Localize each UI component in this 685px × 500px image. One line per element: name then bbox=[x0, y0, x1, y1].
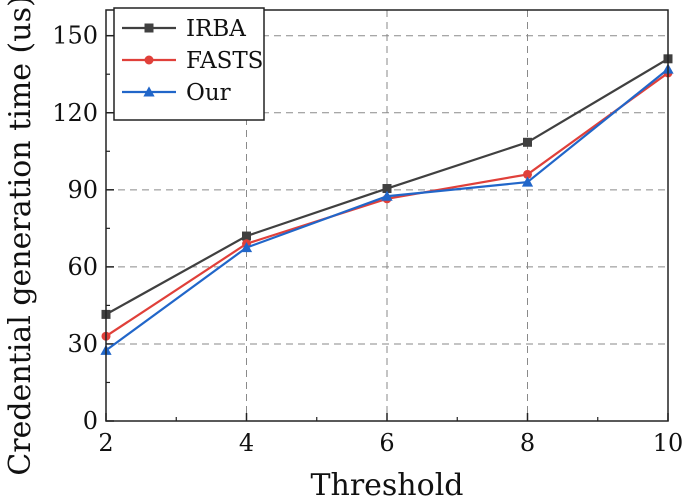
data-point-circle bbox=[144, 55, 154, 65]
x-tick-label: 2 bbox=[98, 429, 113, 457]
grid bbox=[106, 10, 668, 421]
data-point-square bbox=[144, 23, 154, 33]
y-tick-label: 60 bbox=[67, 253, 98, 281]
data-point-triangle bbox=[240, 241, 253, 253]
y-tick-labels: 0 30 60 90 120 150 bbox=[52, 22, 98, 435]
x-tick-label: 6 bbox=[379, 429, 394, 457]
data-point-circle bbox=[523, 169, 532, 179]
plot-frame bbox=[105, 9, 669, 422]
data-point-triangle bbox=[381, 190, 393, 201]
y-tick-label: 30 bbox=[67, 330, 98, 358]
legend-box bbox=[113, 7, 265, 121]
x-tick-label: 10 bbox=[653, 429, 684, 457]
data-point-square bbox=[523, 137, 532, 147]
legend-label: IRBA bbox=[186, 16, 246, 42]
legend-entry: IRBA bbox=[122, 16, 246, 42]
data-point-triangle bbox=[521, 176, 534, 187]
data-point-square bbox=[382, 184, 392, 194]
legend-label: Our bbox=[186, 80, 231, 106]
x-tick-label: 8 bbox=[520, 429, 535, 457]
x-tick-label: 4 bbox=[239, 429, 254, 457]
data-point-triangle bbox=[143, 86, 155, 97]
series-our bbox=[100, 63, 674, 355]
y-tick-label: 0 bbox=[83, 407, 98, 435]
y-tick-label: 150 bbox=[52, 22, 98, 50]
y-tick-label: 120 bbox=[52, 99, 98, 127]
x-axis-title: Threshold bbox=[310, 468, 463, 500]
legend-entry: FASTS bbox=[122, 48, 263, 74]
legend: IRBA FASTS Our bbox=[113, 7, 265, 121]
legend-label: FASTS bbox=[186, 48, 263, 74]
data-point-square bbox=[242, 231, 251, 241]
y-tick-label: 90 bbox=[67, 176, 98, 204]
y-axis-title: Credential generation time (us) bbox=[3, 0, 38, 476]
series-layer bbox=[100, 54, 674, 355]
legend-entry: Our bbox=[122, 80, 231, 106]
x-tick-labels: 2 4 6 8 10 bbox=[98, 429, 683, 457]
